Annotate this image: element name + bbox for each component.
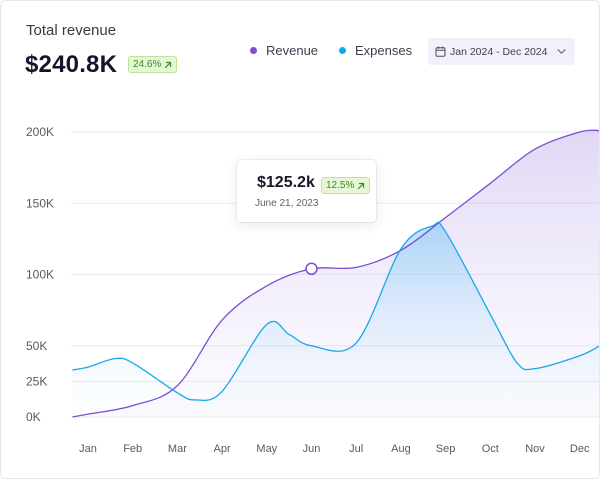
x-tick-label: Jul [349, 443, 363, 455]
x-tick-label: Jan [79, 443, 97, 455]
date-range-label: Jan 2024 - Dec 2024 [450, 45, 548, 58]
legend-label-expenses: Expenses [355, 43, 413, 58]
x-tick-label: Sep [436, 443, 456, 455]
tooltip-change-badge: 12.5% [321, 177, 371, 194]
y-tick-label: 150K [26, 196, 54, 210]
legend-item-revenue[interactable]: Revenue [250, 43, 318, 58]
y-tick-label: 0K [26, 410, 41, 424]
chart-tooltip: $125.2k 12.5% June 21, 2023 [237, 160, 376, 222]
x-tick-label: Feb [123, 443, 142, 455]
x-tick-label: Aug [391, 443, 411, 455]
x-tick-label: Oct [482, 443, 499, 455]
total-revenue-value: $240.8K [25, 51, 118, 78]
y-tick-label: 50K [26, 339, 47, 353]
y-tick-label: 25K [26, 374, 47, 388]
x-tick-label: Nov [525, 443, 545, 455]
expenses-dot-icon [339, 47, 346, 54]
arrow-up-right-icon [165, 61, 172, 68]
expenses-line [72, 221, 599, 402]
total-change-badge: 24.6% [128, 56, 178, 73]
x-tick-label: Dec [570, 443, 590, 455]
x-tick-label: Jun [303, 443, 321, 455]
chevron-down-icon [557, 49, 566, 55]
tooltip-change-value: 12.5% [326, 180, 355, 191]
legend-label-revenue: Revenue [266, 43, 319, 58]
tooltip-value: $125.2k [257, 174, 315, 191]
date-range-select[interactable]: Jan 2024 - Dec 2024 [428, 38, 575, 65]
x-tick-label: Apr [214, 443, 231, 455]
calendar-icon [435, 46, 446, 57]
y-tick-label: 100K [26, 268, 54, 282]
x-tick-label: Mar [168, 443, 187, 455]
revenue-dot-icon [250, 47, 257, 54]
tooltip-point-marker [305, 262, 318, 276]
x-tick-label: May [256, 443, 277, 455]
legend-item-expenses[interactable]: Expenses [339, 43, 412, 58]
card-title: Total revenue [26, 22, 117, 39]
tooltip-date: June 21, 2023 [255, 198, 319, 209]
total-change-value: 24.6% [133, 59, 162, 70]
revenue-line [72, 129, 599, 418]
y-tick-label: 200K [26, 125, 54, 139]
arrow-up-right-icon [358, 182, 365, 189]
